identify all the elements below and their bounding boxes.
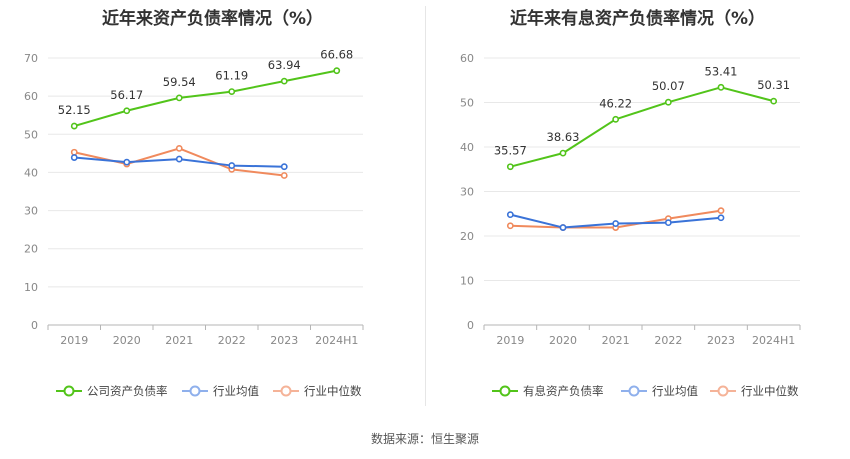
y-tick-label: 40: [24, 166, 38, 179]
data-label: 61.19: [215, 69, 248, 83]
data-label: 50.07: [652, 79, 685, 93]
y-tick-label: 50: [24, 128, 38, 141]
y-tick-label: 70: [24, 52, 38, 65]
data-point: [612, 220, 620, 227]
right-chart-title: 近年来有息资产负债率情况（%）: [509, 9, 766, 29]
y-tick-label: 30: [460, 186, 474, 199]
x-tick-label: 2020: [113, 334, 141, 347]
legend-label: 行业均值: [652, 384, 698, 398]
data-point: [612, 115, 620, 123]
data-point: [123, 158, 131, 166]
series-line: [510, 86, 774, 168]
x-tick-label: 2020: [549, 334, 577, 347]
data-point: [664, 98, 672, 106]
data-point: [228, 88, 236, 96]
data-point: [559, 224, 567, 231]
data-point: [175, 94, 183, 102]
x-tick-label: 2023: [707, 334, 735, 347]
x-tick-label: 2021: [602, 334, 630, 347]
data-point: [175, 155, 183, 163]
y-tick-label: 50: [460, 97, 474, 110]
data-label: 46.22: [599, 96, 632, 110]
right-chart-panel: 近年来有息资产负债率情况（%） 0 10 20 30 40 50 60 2019 2020 202…: [425, 0, 850, 410]
x-tick-label: 2019: [496, 334, 524, 347]
y-tick-label: 10: [24, 281, 38, 294]
y-tick-label: 60: [460, 52, 474, 65]
panel-divider: [425, 6, 426, 406]
y-tick-label: 60: [24, 90, 38, 103]
legend-label: 行业中位数: [304, 384, 362, 398]
data-label: 35.57: [494, 144, 527, 158]
x-tick-label: 2019: [60, 334, 88, 347]
data-point: [717, 83, 725, 91]
y-tick-label: 10: [460, 275, 474, 288]
left-chart-svg: 0 10 20 30 40 50 60 70 2019 2020 2021 2022 2023 2024H…: [24, 48, 364, 398]
data-label: 38.63: [547, 130, 580, 144]
data-label: 59.54: [163, 75, 196, 89]
left-chart-title: 近年来资产负债率情况（%）: [101, 9, 324, 29]
series-line: [73, 69, 337, 128]
data-point: [70, 122, 78, 130]
y-tick-label: 20: [460, 230, 474, 243]
data-point: [228, 162, 236, 169]
y-tick-label: 0: [31, 319, 38, 332]
data-label: 56.17: [110, 88, 143, 102]
data-point: [123, 107, 131, 115]
legend-marker: [63, 385, 75, 397]
x-tick-label: 2021: [165, 334, 193, 347]
data-point: [280, 163, 288, 171]
data-label: 52.15: [58, 103, 91, 117]
y-tick-label: 30: [24, 205, 38, 218]
right-chart-svg: 0 10 20 30 40 50 60 2019 2020 2021 2022 2023 2024H1 3…: [460, 52, 801, 398]
data-point: [70, 154, 78, 161]
y-tick-label: 40: [460, 141, 474, 154]
data-point: [559, 149, 567, 157]
data-point: [664, 219, 672, 227]
data-point: [280, 172, 288, 179]
legend-label: 有息资产负债率: [523, 384, 604, 398]
x-tick-label: 2024H1: [315, 334, 358, 347]
data-source-note: 数据来源：恒生聚源: [370, 432, 479, 446]
data-point: [717, 214, 725, 222]
y-tick-label: 0: [467, 319, 474, 332]
legend-marker: [628, 385, 640, 397]
data-point: [506, 211, 514, 219]
x-tick-label: 2023: [270, 334, 298, 347]
legend-label: 行业中位数: [741, 384, 799, 398]
data-point: [333, 67, 341, 75]
data-point: [280, 77, 288, 85]
x-tick-label: 2022: [218, 334, 246, 347]
data-label: 63.94: [268, 58, 301, 72]
legend-label: 行业均值: [213, 384, 259, 398]
data-label: 53.41: [705, 64, 738, 78]
data-point: [506, 163, 514, 171]
data-label: 50.31: [757, 78, 790, 92]
left-chart-panel: 近年来资产负债率情况（%） 0 10 20 30 40 50 60 70 2019 2020 202…: [0, 0, 425, 410]
x-tick-label: 2022: [654, 334, 682, 347]
data-point: [770, 97, 778, 105]
x-tick-label: 2024H1: [752, 334, 795, 347]
legend-label: 公司资产负债率: [87, 384, 168, 398]
legend-marker: [717, 385, 729, 397]
legend-marker: [189, 385, 201, 397]
data-label: 66.68: [320, 48, 353, 62]
legend-marker: [280, 385, 292, 397]
legend-marker: [499, 385, 511, 397]
y-tick-label: 20: [24, 243, 38, 256]
data-point: [70, 148, 78, 156]
data-point: [506, 222, 514, 230]
data-point: [717, 207, 725, 215]
data-point: [175, 144, 183, 152]
